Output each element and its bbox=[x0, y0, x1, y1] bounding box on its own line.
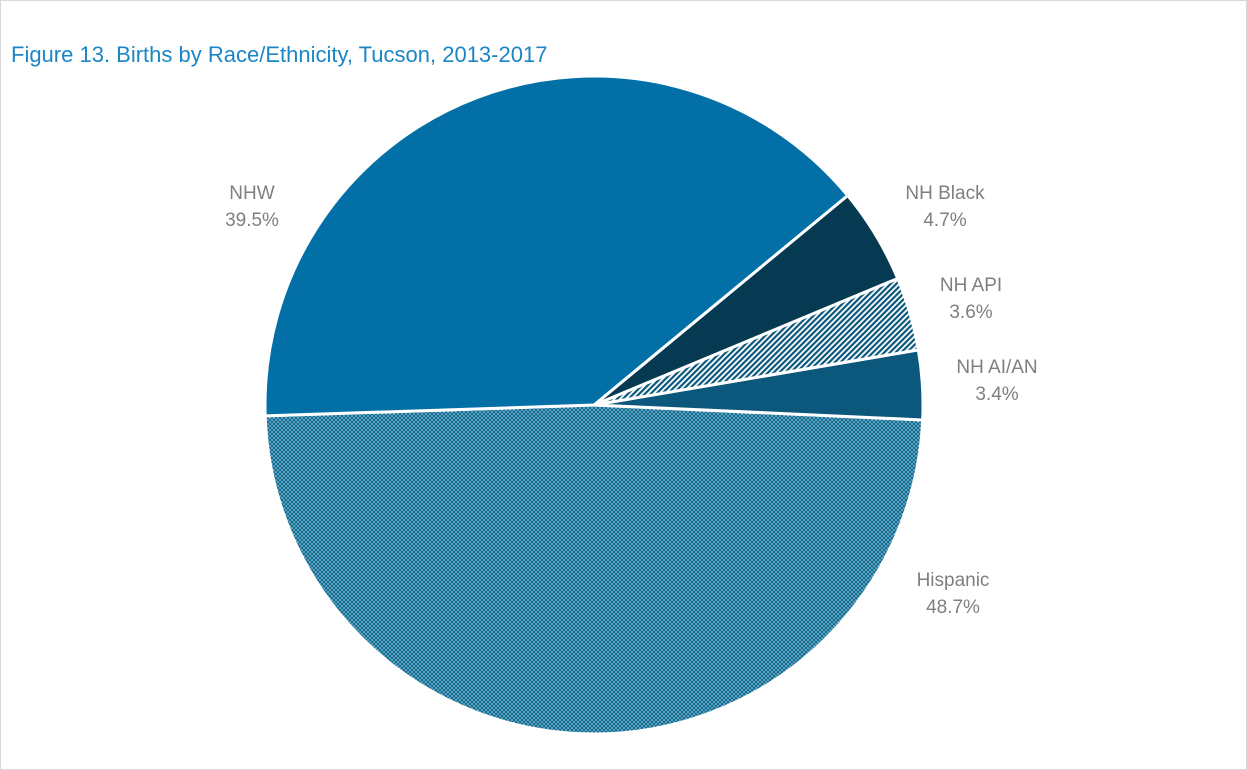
slice-label-nh-ai-an: NH AI/AN 3.4% bbox=[956, 357, 1037, 405]
slice-label-nh-black: NH Black 4.7% bbox=[905, 183, 985, 231]
pie-slice-nhw bbox=[263, 74, 850, 418]
pie-slice-hispanic bbox=[263, 403, 925, 736]
chart-title: Figure 13. Births by Race/Ethnicity, Tuc… bbox=[11, 42, 548, 67]
slice-label-hispanic: Hispanic 48.7% bbox=[917, 570, 990, 618]
slice-label-nhw: NHW 39.5% bbox=[225, 183, 279, 231]
slice-label-nh-api: NH API 3.6% bbox=[940, 275, 1002, 323]
